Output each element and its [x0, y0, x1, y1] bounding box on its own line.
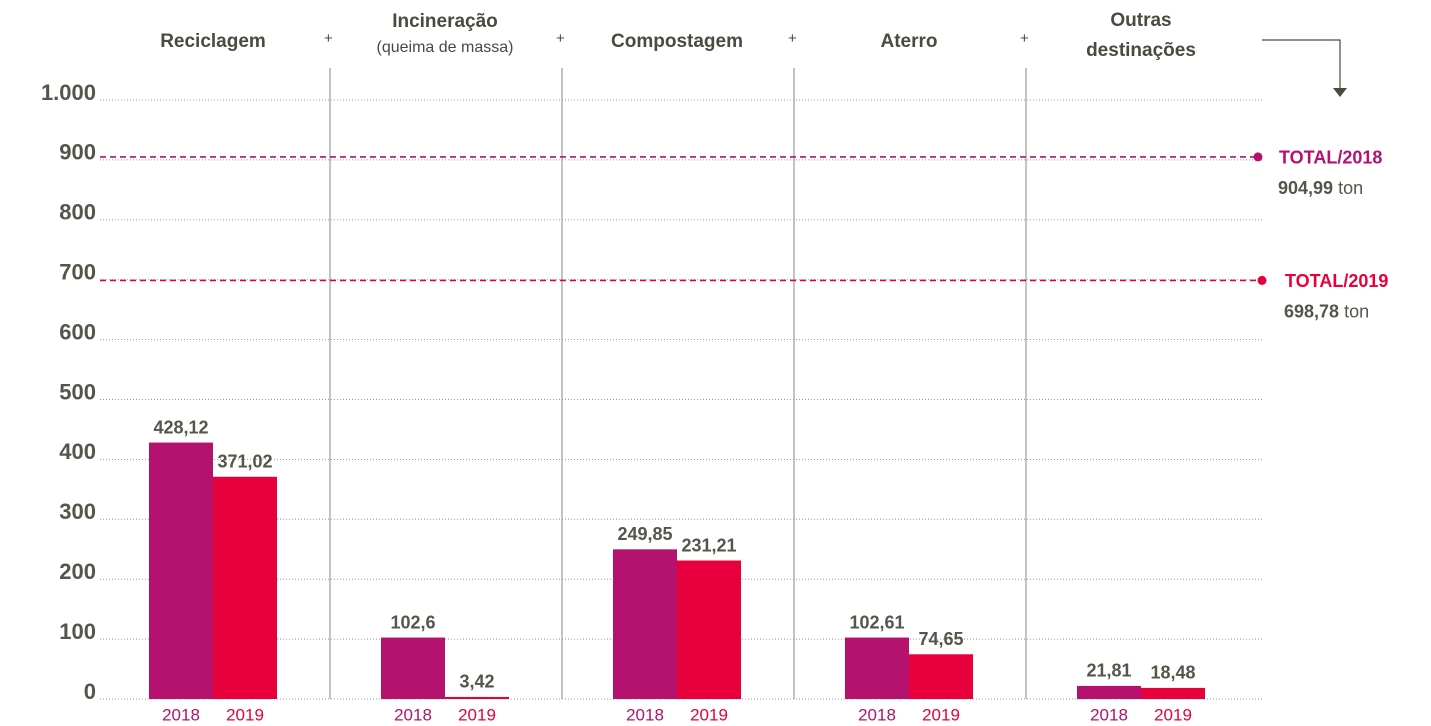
value-label: 3,42 — [459, 672, 494, 692]
y-tick-label: 800 — [59, 200, 96, 225]
joiner: + — [788, 30, 797, 47]
total-unit: ton — [1338, 178, 1363, 198]
value-label: 102,61 — [849, 612, 904, 632]
total-dot — [1257, 275, 1267, 285]
bar — [845, 637, 909, 699]
bar — [1077, 685, 1141, 699]
y-tick-label: 900 — [59, 140, 96, 165]
total-label: TOTAL/2018 — [1279, 148, 1382, 168]
value-label: 428,12 — [153, 417, 208, 437]
bar — [677, 560, 741, 699]
y-tick-label: 1.000 — [41, 80, 96, 105]
value-label: 21,81 — [1086, 661, 1131, 681]
category-note: (queima de massa) — [376, 39, 514, 56]
y-tick-label: 300 — [59, 499, 96, 524]
bar — [445, 696, 509, 699]
total-value: 698,78 ton — [1284, 301, 1369, 321]
joiner: + — [1020, 30, 1029, 47]
bar — [909, 654, 973, 699]
x-series-label: 2019 — [922, 705, 960, 724]
x-series-label: 2019 — [690, 705, 728, 724]
category-name: Outras destinações — [1086, 10, 1196, 61]
category-label: Incineração (queima de massa) — [355, 6, 535, 58]
x-series-label: 2018 — [1090, 705, 1128, 724]
x-series-label: 2019 — [1154, 705, 1192, 724]
bar — [149, 442, 213, 699]
category-label: Outras destinações — [1051, 6, 1231, 66]
x-series-label: 2018 — [858, 705, 896, 724]
value-label: 74,65 — [918, 629, 963, 649]
category-label: Aterro — [819, 26, 999, 58]
total-number: 904,99 — [1278, 178, 1333, 198]
y-tick-label: 600 — [59, 319, 96, 344]
bar — [613, 549, 677, 699]
total-number: 698,78 — [1284, 301, 1339, 321]
y-tick-label: 700 — [59, 260, 96, 285]
y-tick-label: 0 — [84, 679, 96, 704]
y-tick-label: 200 — [59, 559, 96, 584]
x-series-label: 2019 — [226, 705, 264, 724]
y-tick-label: 100 — [59, 619, 96, 644]
corner-arrow — [1262, 39, 1347, 97]
x-series-label: 2018 — [162, 705, 200, 724]
joiner: + — [556, 30, 565, 47]
category-name: Compostagem — [611, 31, 743, 52]
x-series-label: 2018 — [626, 705, 664, 724]
bar — [213, 476, 277, 699]
value-label: 231,21 — [681, 535, 736, 555]
value-label: 249,85 — [617, 524, 672, 544]
value-label: 371,02 — [217, 452, 272, 472]
total-dot — [1253, 152, 1263, 162]
total-unit: ton — [1344, 301, 1369, 321]
category-name: Reciclagem — [160, 31, 266, 52]
category-label: Reciclagem — [123, 26, 303, 58]
x-series-label: 2018 — [394, 705, 432, 724]
value-label: 102,6 — [390, 612, 435, 632]
bar — [1141, 687, 1205, 699]
total-value: 904,99 ton — [1278, 178, 1363, 198]
bar — [381, 637, 445, 699]
x-series-label: 2019 — [458, 705, 496, 724]
value-label: 18,48 — [1150, 663, 1195, 683]
category-label: Compostagem — [587, 26, 767, 58]
total-label: TOTAL/2019 — [1285, 271, 1388, 291]
joiner: + — [324, 30, 333, 47]
y-tick-label: 500 — [59, 379, 96, 404]
category-name: Aterro — [880, 31, 938, 52]
category-name: Incineração — [392, 11, 498, 32]
y-tick-label: 400 — [59, 439, 96, 464]
